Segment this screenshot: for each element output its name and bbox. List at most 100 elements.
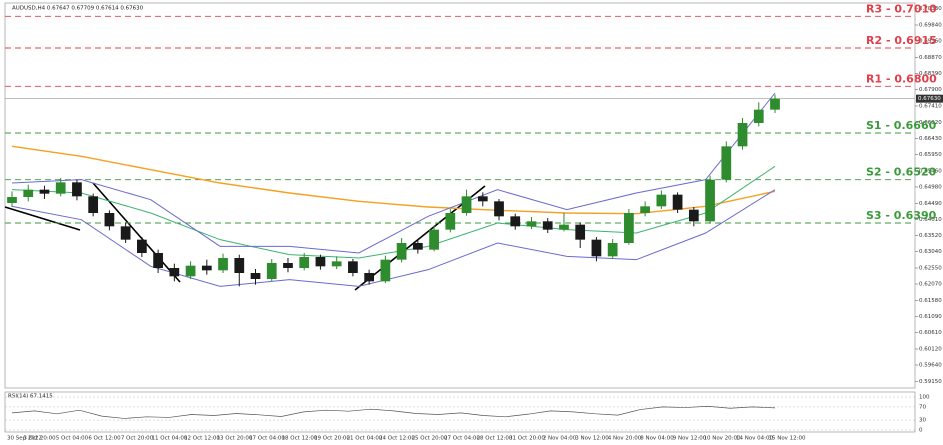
level-label: R2 - 0.6915 <box>866 34 937 47</box>
x-tick-label: 13 Oct 20:00 <box>217 436 253 442</box>
x-tick-label: 2 Nov 04:00 <box>543 436 577 442</box>
x-tick-label: 31 Oct 20:00 <box>509 436 545 442</box>
y-tick-label: 0.62550 <box>919 266 942 272</box>
candle-body <box>705 179 715 222</box>
candle-body <box>445 213 456 230</box>
x-tick-label: 8 Nov 04:00 <box>640 436 674 442</box>
candle-body <box>380 259 391 282</box>
candle-body <box>688 209 699 222</box>
rsi-tick-label: 0 <box>919 428 923 434</box>
x-tick-label: 15 Nov 12:00 <box>768 436 806 442</box>
indicator-line <box>11 189 776 287</box>
candle-body <box>55 182 66 194</box>
candle-body <box>185 265 196 277</box>
y-tick-label: 0.65460 <box>919 169 942 175</box>
rsi-title: RSI(14) 67.1415 <box>8 394 53 400</box>
trend-line <box>4 206 81 231</box>
candle-body <box>7 197 17 203</box>
candle-body <box>201 265 212 271</box>
x-tick-label: 18 Oct 12:00 <box>282 436 318 442</box>
y-tick-label: 0.62070 <box>919 282 942 288</box>
trend-line <box>92 182 181 283</box>
candle-body <box>624 213 634 243</box>
y-tick-label: 0.61580 <box>919 298 942 304</box>
last-price-label: 0.67630 <box>918 96 941 102</box>
rsi-tick-label: 70 <box>919 404 926 410</box>
candle-body <box>494 201 504 217</box>
y-tick-label: 0.60120 <box>919 347 942 353</box>
x-tick-label: 6 Oct 12:00 <box>88 436 121 442</box>
x-tick-label: 21 Oct 04:00 <box>347 436 383 442</box>
x-tick-label: 10 Nov 20:00 <box>703 436 741 442</box>
candle-body <box>169 268 180 277</box>
level-label: R3 - 0.7010 <box>866 2 937 15</box>
y-tick-label: 0.70330 <box>919 6 942 12</box>
rsi-tick-label: 100 <box>919 395 930 401</box>
y-tick-label: 0.67410 <box>919 104 942 110</box>
candle-body <box>737 123 748 147</box>
candle-body <box>315 257 326 267</box>
x-tick-label: 30 Sep 2022 <box>7 436 42 442</box>
x-tick-label: 5 Oct 04:00 <box>56 436 89 442</box>
y-tick-label: 0.69360 <box>919 39 942 45</box>
candle-body <box>656 194 667 207</box>
candle-body <box>364 273 375 282</box>
candle-body <box>770 98 780 110</box>
level-label: S2 - 0.6520 <box>866 166 937 179</box>
indicator-line <box>11 92 776 254</box>
x-tick-label: 3 Oct 20:00 <box>23 436 56 442</box>
y-tick-label: 0.64010 <box>919 217 942 223</box>
y-tick-label: 0.64490 <box>919 201 942 207</box>
x-tick-label: 25 Oct 20:00 <box>412 436 448 442</box>
candle-body <box>753 109 764 123</box>
x-tick-label: 24 Oct 12:00 <box>379 436 415 442</box>
x-tick-label: 28 Oct 12:00 <box>477 436 513 442</box>
candle-body <box>412 243 423 250</box>
last-price-box <box>916 94 943 103</box>
rsi-frame <box>4 391 916 433</box>
y-tick-label: 0.63520 <box>919 233 942 239</box>
candle-body <box>721 146 732 180</box>
y-tick-label: 0.59640 <box>919 363 942 369</box>
x-tick-label: 11 Oct 04:00 <box>152 436 188 442</box>
y-tick-label: 0.60610 <box>919 330 942 336</box>
candle-body <box>39 189 50 194</box>
y-tick-label: 0.64980 <box>919 185 942 191</box>
y-tick-label: 0.68390 <box>919 71 942 77</box>
candle-body <box>299 257 310 268</box>
y-tick-label: 0.59150 <box>919 379 942 385</box>
rsi-tick-label: 30 <box>919 418 926 424</box>
candle-body <box>266 263 277 279</box>
x-tick-label: 17 Oct 04:00 <box>249 436 285 442</box>
candle-body <box>396 243 407 260</box>
candle-body <box>234 258 245 273</box>
x-tick-label: 3 Nov 12:00 <box>575 436 609 442</box>
x-tick-label: 19 Oct 20:00 <box>314 436 350 442</box>
candle-body <box>250 273 261 279</box>
candle-body <box>283 263 293 268</box>
y-tick-label: 0.66430 <box>919 136 942 142</box>
x-tick-label: 4 Nov 20:00 <box>608 436 642 442</box>
y-tick-label: 0.65950 <box>919 152 942 158</box>
candle-body <box>331 261 342 267</box>
candle-body <box>559 224 569 230</box>
candle-body <box>591 239 602 257</box>
candle-body <box>153 253 163 268</box>
y-tick-label: 0.67900 <box>919 87 942 93</box>
candle-body <box>23 189 34 197</box>
y-tick-label: 0.69840 <box>919 23 942 29</box>
candle-body <box>672 194 683 210</box>
candle-body <box>348 261 358 273</box>
y-tick-label: 0.68870 <box>919 55 942 61</box>
candle-body <box>542 221 553 230</box>
main-frame <box>4 2 916 389</box>
candle-body <box>120 226 131 240</box>
candle-body <box>137 239 147 253</box>
candle-body <box>88 196 99 213</box>
rsi-line <box>11 405 776 419</box>
candle-body <box>510 216 521 227</box>
candle-body <box>575 224 586 240</box>
level-label: S3 - 0.6390 <box>866 209 937 222</box>
